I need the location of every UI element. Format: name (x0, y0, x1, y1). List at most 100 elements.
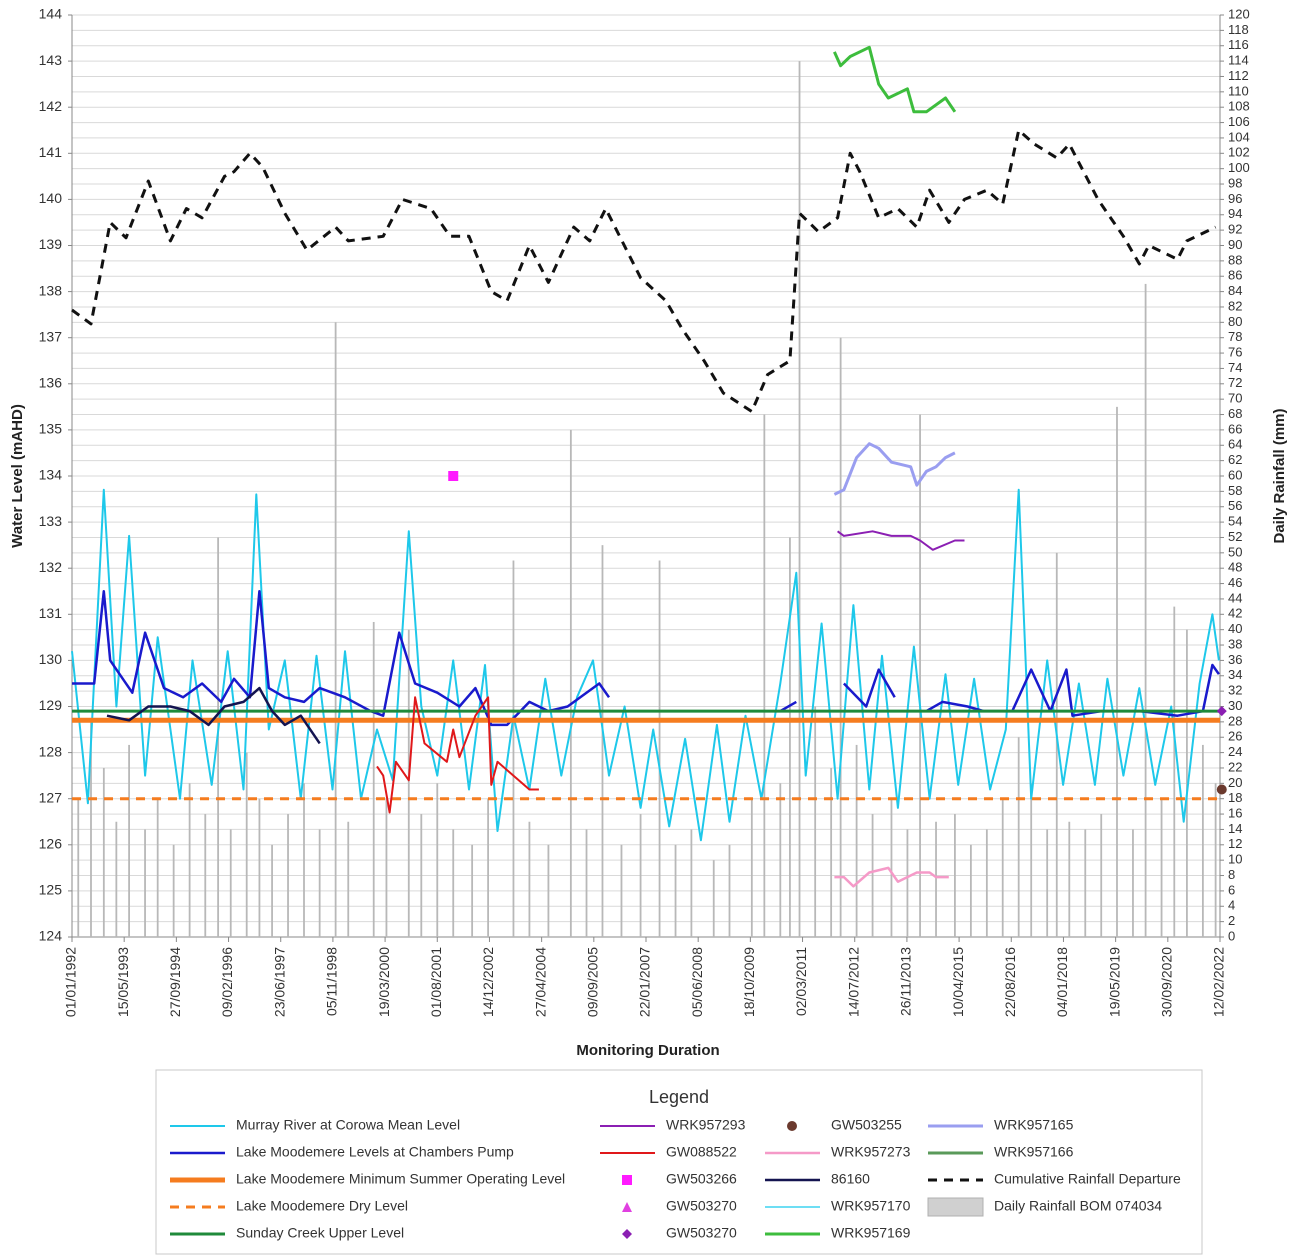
x-tick-label: 09/09/2005 (585, 947, 601, 1017)
rain-bar (674, 844, 677, 937)
legend-swatch (622, 1229, 632, 1239)
y2-tick-label: 32 (1228, 683, 1242, 698)
y2-tick-label: 110 (1228, 83, 1249, 98)
x-tick-label: 02/03/2011 (793, 947, 809, 1016)
rain-bar (303, 783, 305, 937)
x-tick-label: 23/06/1997 (271, 947, 287, 1017)
y-tick-label: 139 (39, 236, 63, 252)
x-axis-title: Monitoring Duration (576, 1042, 719, 1059)
y2-tick-label: 82 (1228, 298, 1242, 313)
rain-bar (547, 844, 550, 937)
x-tick-label: 14/12/2002 (480, 947, 496, 1017)
y2-tick-label: 42 (1228, 606, 1242, 621)
y2-tick-label: 14 (1228, 821, 1242, 836)
legend-label: WRK957166 (994, 1144, 1074, 1160)
y2-tick-label: 64 (1228, 437, 1242, 452)
x-tick-label: 19/03/2000 (376, 947, 392, 1017)
legend-swatch (622, 1202, 632, 1212)
x-tick-label: 12/02/2022 (1211, 947, 1227, 1017)
x-tick-label: 05/06/2008 (689, 947, 705, 1017)
rain-bar (1173, 606, 1176, 937)
x-tick-label: 30/09/2020 (1159, 947, 1175, 1017)
y2-tick-label: 50 (1228, 544, 1242, 559)
rain-bar (585, 829, 588, 937)
legend-title: Legend (649, 1087, 709, 1107)
rain-bar (1201, 744, 1204, 937)
x-tick-label: 27/04/2004 (532, 947, 548, 1017)
x-tick-label: 01/08/2001 (428, 947, 444, 1017)
rain-bar (712, 860, 715, 937)
y2-tick-label: 90 (1228, 237, 1242, 252)
rain-bar (1055, 552, 1058, 937)
legend-label: Murray River at Corowa Mean Level (236, 1117, 460, 1133)
y-tick-label: 130 (39, 651, 63, 667)
y2-tick-label: 78 (1228, 329, 1242, 344)
rain-bar (1030, 783, 1033, 937)
x-tick-label: 14/07/2012 (845, 947, 861, 1017)
y-tick-label: 126 (39, 836, 63, 852)
rain-bar (639, 814, 642, 937)
rain-bar (750, 798, 753, 937)
y2-tick-label: 106 (1228, 114, 1250, 129)
rain-bar (1144, 283, 1147, 938)
y2-tick-label: 104 (1228, 129, 1250, 144)
rain-bar (1116, 406, 1118, 938)
rain-bar (471, 844, 474, 937)
rain-bar (347, 821, 350, 937)
rain-bar (1084, 829, 1087, 937)
rain-bar (436, 783, 439, 937)
rain-bar (258, 798, 261, 937)
y2-tick-label: 62 (1228, 452, 1242, 467)
rain-bar (271, 844, 273, 937)
legend-label: GW503270 (666, 1225, 737, 1241)
y2-tick-label: 56 (1228, 498, 1242, 513)
y2-tick-label: 100 (1228, 160, 1250, 175)
rain-bar (814, 706, 817, 937)
y2-tick-label: 58 (1228, 483, 1242, 498)
rain-bar (77, 798, 80, 937)
rain-bar (1100, 814, 1103, 937)
rain-bar (172, 844, 175, 937)
legend-label: Lake Moodemere Levels at Chambers Pump (236, 1144, 514, 1160)
x-tick-label: 04/01/2018 (1054, 947, 1070, 1017)
y2-tick-label: 0 (1228, 928, 1235, 943)
y-tick-label: 144 (39, 6, 63, 22)
rain-bar (1068, 821, 1071, 937)
legend-swatch (787, 1121, 797, 1131)
rain-bar (420, 814, 423, 937)
x-tick-label: 09/02/1996 (219, 947, 235, 1017)
legend-label: GW088522 (666, 1144, 737, 1160)
series-line (71, 128, 1217, 413)
y-tick-label: 137 (39, 328, 63, 344)
rain-bar (1186, 629, 1188, 937)
x-tick-label: 05/11/1998 (324, 947, 340, 1016)
rain-bar (287, 814, 289, 937)
y2-tick-label: 116 (1228, 37, 1249, 52)
marker (1216, 706, 1227, 717)
y2-tick-label: 68 (1228, 406, 1242, 421)
y-tick-label: 125 (39, 882, 63, 898)
x-tick-label: 01/01/1992 (63, 947, 79, 1017)
y2-tick-label: 34 (1228, 667, 1242, 682)
rain-bar (954, 814, 956, 937)
y-tick-label: 131 (39, 605, 63, 621)
marker (1216, 784, 1227, 795)
legend-label: GW503255 (831, 1117, 902, 1133)
legend-swatch (927, 1197, 984, 1217)
legend-label: Daily Rainfall BOM 074034 (994, 1198, 1162, 1214)
y2-tick-label: 80 (1228, 314, 1242, 329)
y2-tick-label: 118 (1228, 22, 1249, 37)
y2-tick-label: 98 (1228, 175, 1242, 190)
y2-tick-label: 40 (1228, 621, 1242, 636)
y-tick-label: 143 (39, 52, 63, 68)
rain-bar (487, 798, 489, 937)
y2-tick-label: 6 (1228, 882, 1235, 897)
y2-tick-label: 112 (1228, 68, 1249, 83)
rain-bar (452, 829, 455, 937)
y2-tick-label: 8 (1228, 867, 1235, 882)
rain-bar (144, 829, 146, 937)
legend-label: WRK957293 (666, 1117, 746, 1133)
y-tick-label: 141 (39, 144, 63, 160)
x-tick-label: 10/04/2015 (950, 947, 966, 1017)
rain-bar (919, 414, 921, 937)
